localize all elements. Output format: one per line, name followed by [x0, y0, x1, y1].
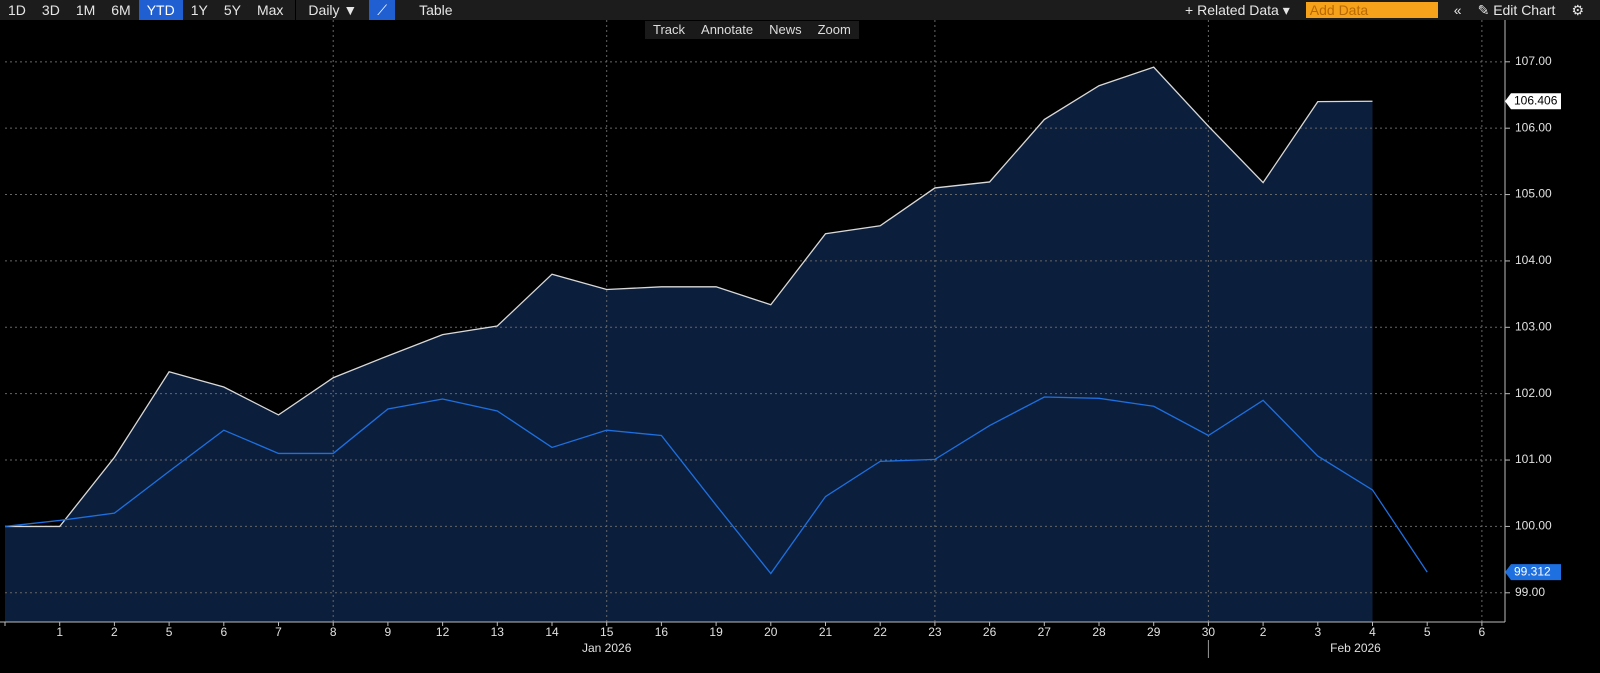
related-label: Related Data [1197, 2, 1279, 18]
x-tick-label: 26 [983, 625, 997, 639]
x-tick-label: 6 [220, 625, 227, 639]
range-button[interactable]: YTD [138, 0, 183, 20]
tool-button[interactable]: Zoom [817, 22, 851, 37]
x-tick-label: 23 [928, 625, 942, 639]
last-value-label: 106.406 [1514, 93, 1558, 107]
x-tick-label: 28 [1092, 625, 1106, 639]
range-button[interactable]: Max [256, 2, 284, 18]
last-value-label: 99.312 [1514, 564, 1551, 578]
line [4, 396, 1428, 575]
add-data[interactable]: Add Data [1305, 2, 1438, 18]
y-tick-label: 104.00 [1515, 253, 1552, 267]
edit-chart[interactable]: ✎ Edit Chart [1477, 2, 1556, 18]
chart-tools: Track Annotate News Zoom [645, 21, 859, 39]
last-value-box [1505, 93, 1561, 110]
table-button[interactable]: Table [419, 2, 453, 18]
collapse[interactable]: « [1453, 2, 1462, 18]
y-tick-label: 99.00 [1515, 585, 1545, 599]
chart-type[interactable]: ⟋ [369, 0, 396, 20]
y-tick-label: 100.00 [1515, 519, 1552, 533]
y-tick-label: 106.00 [1515, 120, 1552, 134]
x-tick-label: 1 [56, 625, 63, 639]
x-tick-label: 7 [275, 625, 282, 639]
frequency[interactable]: Daily ▼ [308, 2, 358, 18]
y-tick-label: 101.00 [1515, 452, 1552, 466]
area [5, 67, 1373, 623]
settings[interactable]: ⚙ [1571, 2, 1584, 18]
tool-button[interactable]: News [769, 22, 802, 37]
x-tick-label: 20 [764, 625, 778, 639]
x-tick-label: 30 [1202, 625, 1216, 639]
separator [295, 0, 297, 20]
x-tick-label: 21 [819, 625, 833, 639]
x-tick-label: 6 [1479, 625, 1486, 639]
y-tick-label: 107.00 [1515, 54, 1552, 68]
x-tick-label: 2 [1260, 625, 1267, 639]
x-tick-label: 19 [709, 625, 723, 639]
x-tick-label: 12 [436, 625, 450, 639]
last-value-tag: 106.406 [1505, 93, 1561, 110]
y-tick-label: 105.00 [1515, 187, 1552, 201]
range-button[interactable]: 5Y [223, 2, 241, 18]
toolbar: 1D 3D 1M 6M YTD 1Y 5Y Max Daily ▼ ⟋ Table [0, 0, 1600, 20]
y-tick-label: 102.00 [1515, 386, 1552, 400]
x-tick-label: 15 [600, 625, 614, 639]
x-tick-label: 2 [111, 625, 118, 639]
related-data[interactable]: + Related Data ▾ [1185, 2, 1290, 18]
month-label: Feb 2026 [1330, 641, 1381, 655]
range-button[interactable]: 1D [8, 2, 26, 18]
toolbar-right: + Related Data ▾ Add Data « ✎ Edit Chart… [1177, 0, 1592, 20]
tool-button[interactable]: Annotate [701, 22, 754, 37]
range-button[interactable]: 1M [75, 2, 96, 18]
x-tick-label: 8 [330, 625, 337, 639]
x-tick-label: 27 [1038, 625, 1052, 639]
x-tick-label: 16 [655, 625, 669, 639]
x-tick-label: 5 [1424, 625, 1431, 639]
x-tick-label: 3 [1314, 625, 1321, 639]
month-label: Jan 2026 [582, 641, 632, 655]
x-tick-label: 9 [385, 625, 392, 639]
last-value-box [1505, 564, 1561, 581]
edit-label: Edit Chart [1493, 2, 1556, 18]
range-button[interactable]: 1Y [190, 2, 208, 18]
x-tick-label: 13 [491, 625, 505, 639]
line [5, 66, 1373, 528]
x-tick-label: 14 [545, 625, 559, 639]
tool-button[interactable]: Track [653, 22, 686, 37]
range-button[interactable]: 6M [111, 2, 131, 18]
last-value-tag: 99.312 [1505, 564, 1561, 581]
x-tick-label: 22 [874, 625, 888, 639]
x-tick-label: 4 [1369, 625, 1376, 639]
x-tick-label: 5 [166, 625, 173, 639]
y-tick-label: 103.00 [1515, 319, 1552, 333]
x-tick-label: 29 [1147, 625, 1161, 639]
range-button[interactable]: 3D [41, 2, 60, 18]
